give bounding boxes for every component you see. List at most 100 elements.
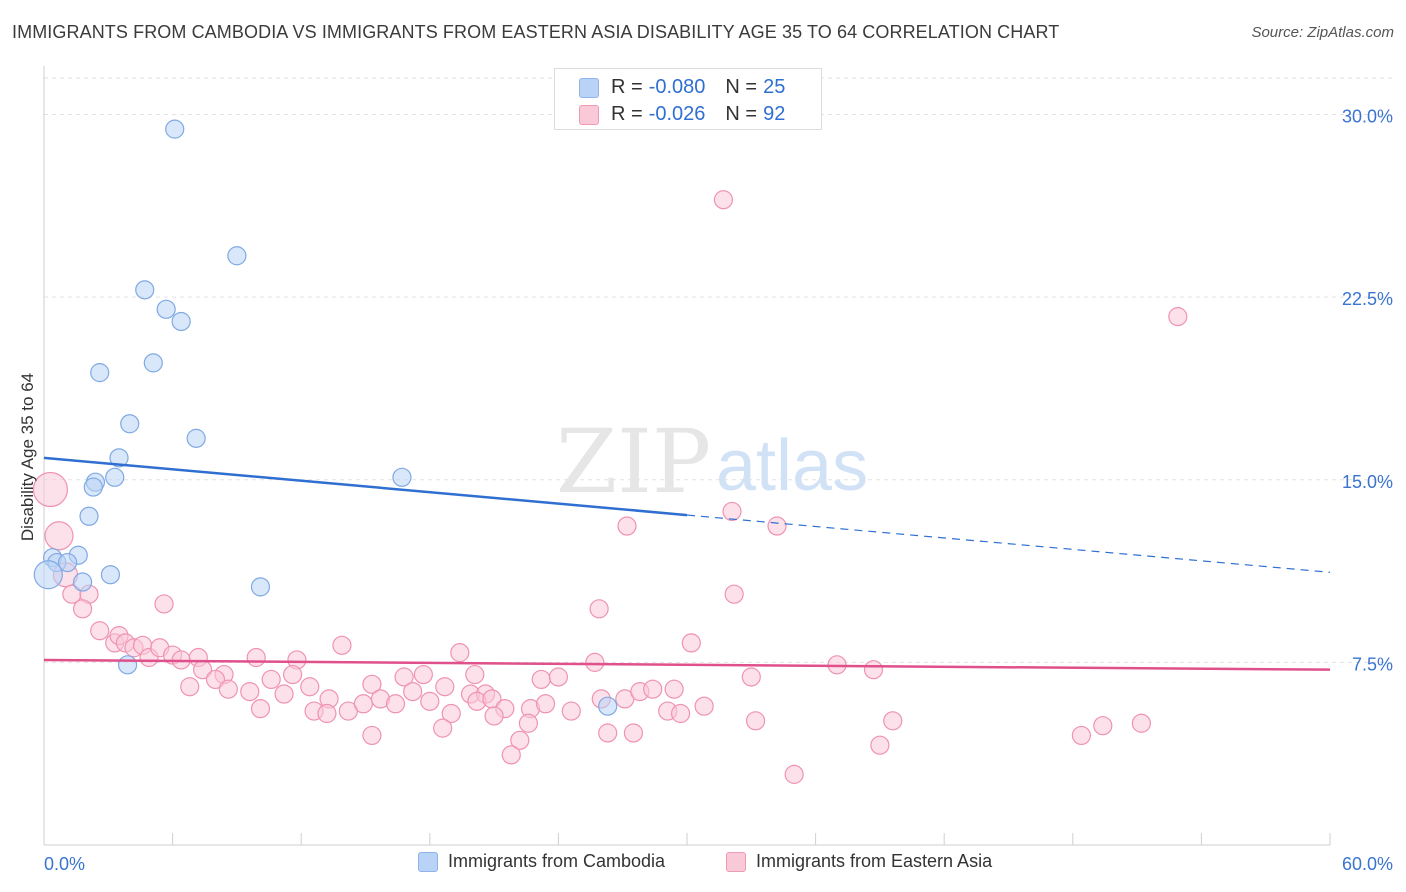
legend-n-value: 92 <box>763 103 786 125</box>
cambodia-point <box>120 414 140 434</box>
y-tick-label: 22.5% <box>1342 289 1393 309</box>
eastasia-point <box>1168 307 1188 327</box>
cambodia-point <box>57 552 78 573</box>
y-tick-label: 7.5% <box>1352 654 1393 674</box>
eastasia-point <box>205 669 226 690</box>
eastasia-point <box>863 660 884 680</box>
cambodia-trend-line <box>43 456 688 517</box>
legend-label-eastasia: Immigrants from Eastern Asia <box>756 851 993 871</box>
eastasia-point <box>385 694 406 714</box>
gridlines <box>44 77 1395 663</box>
eastasia-point <box>589 599 609 619</box>
eastasia-point <box>394 667 414 687</box>
source-credit: Source: ZipAtlas.com <box>1251 24 1394 41</box>
eastasia-point <box>283 664 303 685</box>
eastasia-point <box>362 674 382 694</box>
eastasia-point <box>784 764 804 784</box>
legend-item-eastasia[interactable]: Immigrants from Eastern Asia <box>726 851 992 872</box>
eastasia-point <box>741 667 761 687</box>
eastasia-point <box>724 584 744 604</box>
watermark-atlas: atlas <box>716 426 868 506</box>
eastasia-point <box>317 703 337 724</box>
eastasia-point <box>261 669 281 690</box>
legend-n-label: N = <box>725 76 758 98</box>
cambodia-point <box>83 477 103 497</box>
eastasia-point <box>300 677 320 697</box>
legend-n-value: 25 <box>763 76 786 98</box>
watermark-zip: ZIP <box>556 410 711 513</box>
eastasia-point <box>623 723 644 743</box>
cambodia-point <box>90 363 110 383</box>
watermark: ZIP atlas <box>556 410 868 513</box>
cambodia-point <box>72 572 93 592</box>
eastasia-point <box>32 471 69 508</box>
eastasia-point <box>413 664 433 685</box>
axes <box>43 66 1331 846</box>
eastasia-point <box>154 594 174 614</box>
cambodia-point <box>135 280 155 300</box>
eastasia-point <box>465 664 485 685</box>
cambodia-point <box>79 506 99 526</box>
eastasia-point <box>403 681 423 702</box>
eastasia-point <box>883 711 903 731</box>
eastasia-point <box>240 681 260 702</box>
eastasia-point <box>598 723 618 743</box>
eastasia-point <box>218 679 238 699</box>
eastasia-point <box>420 691 440 711</box>
cambodia-point <box>117 655 138 675</box>
y-axis-label: Disability Age 35 to 64 <box>18 373 37 541</box>
eastasia-point <box>180 677 200 697</box>
cambodia-point <box>250 577 271 597</box>
cambodia-point <box>186 428 206 448</box>
cambodia-point <box>109 448 129 468</box>
cambodia-point <box>392 467 412 487</box>
eastasia-point <box>518 713 538 733</box>
eastasia-point <box>1131 713 1151 733</box>
eastasia-point <box>433 718 453 738</box>
tick-labels: 7.5% 15.0% 22.5% 30.0% 0.0% 60.0% <box>44 107 1393 874</box>
legend-row-eastasia: R = -0.026 N = 92 <box>579 103 785 126</box>
legend-n-label: N = <box>725 103 758 125</box>
trend-lines <box>43 456 1331 671</box>
eastasia-point <box>664 679 684 699</box>
legend-r-value: -0.080 <box>648 76 706 98</box>
eastasia-point <box>713 190 734 210</box>
legend-swatch-cambodia <box>579 77 599 98</box>
eastasia-point <box>362 725 382 746</box>
legend-row-cambodia: R = -0.080 N = 25 <box>579 76 785 99</box>
legend-swatch-cambodia <box>418 851 438 872</box>
cambodia-point <box>227 246 247 266</box>
eastasia-point <box>90 621 110 641</box>
eastasia-point <box>535 694 556 714</box>
eastasia-point <box>435 677 455 697</box>
cambodia-point <box>598 696 618 716</box>
eastasia-point <box>767 516 787 536</box>
x-tick-label: 60.0% <box>1342 854 1393 874</box>
eastasia-points <box>32 190 1188 784</box>
eastasia-point <box>694 696 714 716</box>
eastasia-point <box>44 521 74 551</box>
eastasia-point <box>1071 725 1091 746</box>
legend-r-value: -0.026 <box>648 103 706 125</box>
eastasia-point <box>250 699 271 719</box>
eastasia-point <box>722 501 742 522</box>
eastasia-point <box>745 711 766 731</box>
series-legend: Immigrants from Cambodia Immigrants from… <box>0 851 1406 879</box>
eastasia-point <box>246 647 266 668</box>
cambodia-point <box>171 311 191 332</box>
eastasia-point <box>531 669 551 690</box>
cambodia-point <box>100 565 121 585</box>
eastasia-point <box>353 694 373 714</box>
legend-swatch-eastasia <box>726 851 746 872</box>
x-tick-label: 0.0% <box>44 854 85 874</box>
cambodia-point <box>165 119 185 139</box>
legend-r-label: R = <box>611 76 643 98</box>
eastasia-point <box>450 643 470 663</box>
eastasia-point <box>870 735 890 755</box>
legend-item-cambodia[interactable]: Immigrants from Cambodia <box>418 851 665 872</box>
eastasia-point <box>670 703 691 724</box>
eastasia-point <box>510 730 530 750</box>
eastasia-point <box>585 652 605 672</box>
eastasia-point <box>72 599 93 619</box>
